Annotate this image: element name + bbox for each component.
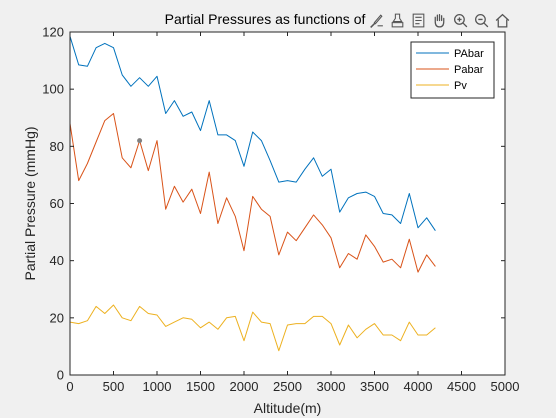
zoom-in-button[interactable] (450, 10, 470, 30)
y-tick-label: 0 (57, 368, 64, 383)
x-tick-label: 3500 (360, 379, 389, 394)
brush-icon (369, 13, 383, 28)
x-tick-label: 0 (66, 379, 73, 394)
data-tips-icon (391, 13, 403, 27)
series-line-pabar[interactable] (69, 113, 436, 273)
zoom-in-icon (453, 13, 467, 27)
x-tick-label: 3000 (317, 379, 346, 394)
x-tick-label: 1500 (186, 379, 215, 394)
legend-box (410, 41, 495, 99)
x-tick-label: 2000 (230, 379, 259, 394)
y-tick-label: 100 (42, 82, 64, 97)
pan-button[interactable] (429, 10, 449, 30)
zoom-out-button[interactable] (471, 10, 491, 30)
y-tick-label: 40 (50, 253, 64, 268)
chart-title: Partial Pressures as functions of (165, 11, 366, 27)
legend-label: PAbar (454, 48, 484, 60)
y-tick-label: 20 (50, 310, 64, 325)
x-tick-label: 1000 (143, 379, 172, 394)
zoom-out-icon (474, 13, 488, 27)
y-tick-label: 80 (50, 139, 64, 154)
brush-button[interactable] (366, 10, 386, 30)
legend-label: Pv (454, 80, 467, 92)
data-point-marker[interactable] (137, 138, 143, 144)
home-icon (495, 13, 509, 28)
x-axis-title: Altitude(m) (254, 400, 322, 416)
legend[interactable]: PAbar Pabar Pv (410, 41, 495, 99)
ticks-layer: 0 500 1000 1500 2000 2500 3000 3500 4000 4500 5000… (42, 25, 519, 395)
marker-layer (137, 138, 143, 144)
y-tick-label: 60 (50, 196, 64, 211)
x-tick-label: 5000 (491, 379, 520, 394)
series-line-pabar[interactable] (69, 36, 436, 231)
data-tips-button[interactable] (387, 10, 407, 30)
x-tick-label: 4000 (404, 379, 433, 394)
y-axis-title: Partial Pressure (mmHg) (22, 126, 38, 280)
export-icon (412, 13, 424, 27)
x-tick-label: 500 (103, 379, 125, 394)
x-tick-label: 4500 (447, 379, 476, 394)
axes-toolbar (366, 9, 512, 31)
pan-icon (434, 13, 444, 28)
series-line-pv[interactable] (69, 304, 436, 352)
x-tick-label: 2500 (273, 379, 302, 394)
legend-label: Pabar (454, 64, 484, 76)
export-button[interactable] (408, 10, 428, 30)
series-layer (69, 36, 436, 352)
y-tick-label: 120 (42, 25, 64, 40)
restore-view-button[interactable] (492, 10, 512, 30)
